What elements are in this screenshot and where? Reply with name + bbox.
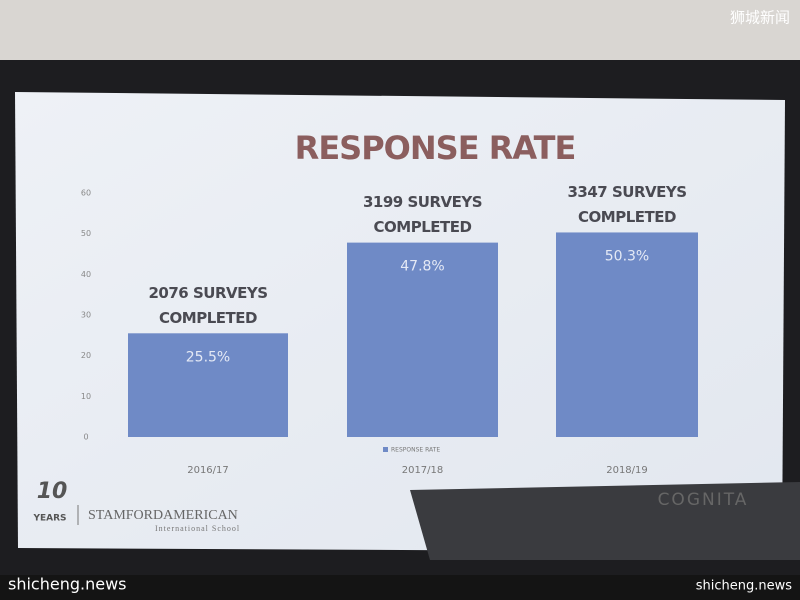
watermark: 狮城新闻 <box>730 9 790 27</box>
value-label: 25.5% <box>186 349 230 365</box>
bar <box>347 242 498 437</box>
foreground-object <box>410 482 800 560</box>
y-tick-label: 60 <box>81 189 91 198</box>
bar-annotation: COMPLETED <box>374 218 472 236</box>
watermark: shicheng.news <box>8 575 127 594</box>
value-label: 47.8% <box>400 259 444 275</box>
y-tick-label: 40 <box>81 270 91 279</box>
watermark: shicheng.news <box>696 579 793 594</box>
legend-swatch <box>383 447 388 452</box>
logo-years-number: 10 <box>37 479 68 504</box>
bar <box>128 333 288 437</box>
logo-school: STAMFORDAMERICAN <box>88 508 238 523</box>
value-label: 50.3% <box>605 248 649 264</box>
audience <box>0 575 800 600</box>
y-tick-label: 30 <box>81 311 91 320</box>
bar-annotation: COMPLETED <box>578 208 676 226</box>
y-tick-label: 20 <box>81 351 91 360</box>
x-tick-label: 2018/19 <box>606 465 648 476</box>
legend-label: RESPONSE RATE <box>391 447 440 454</box>
logo-group: 10 YEARS STAMFORDAMERICAN International … <box>32 479 749 533</box>
wall <box>0 0 800 70</box>
y-tick-label: 50 <box>81 229 91 238</box>
logo-company: COGNITA <box>658 490 749 510</box>
logo-school-sub: International School <box>155 524 240 533</box>
x-tick-label: 2016/17 <box>187 465 229 476</box>
bar-annotation: 3347 SURVEYS <box>567 183 686 201</box>
x-tick-label: 2017/18 <box>402 465 444 476</box>
bar-annotation: 2076 SURVEYS <box>148 284 267 302</box>
bar <box>556 232 698 437</box>
y-tick-label: 10 <box>81 392 91 401</box>
y-tick-label: 0 <box>83 433 88 442</box>
bar-annotation: COMPLETED <box>159 309 257 327</box>
chart-title: RESPONSE RATE <box>295 129 576 167</box>
logo-years-word: YEARS <box>32 514 66 524</box>
bar-annotation: 3199 SURVEYS <box>363 193 482 211</box>
